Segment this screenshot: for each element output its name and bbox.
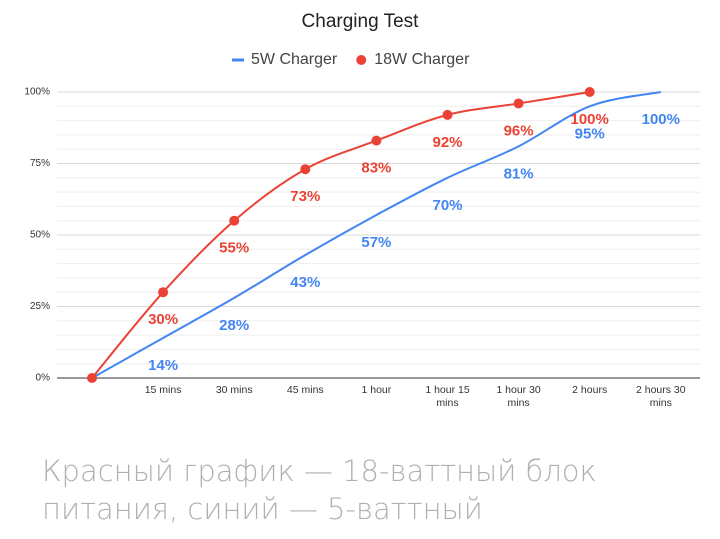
caption: Красный график — 18-ваттный блок питания… bbox=[42, 452, 597, 528]
data-label: 30% bbox=[148, 311, 178, 328]
data-label: 96% bbox=[504, 122, 534, 139]
y-tick-label: 25% bbox=[30, 301, 50, 312]
data-label: 70% bbox=[432, 197, 462, 214]
data-label: 95% bbox=[575, 125, 605, 142]
point bbox=[513, 98, 524, 109]
data-label: 14% bbox=[148, 357, 178, 374]
legend-label: 18W Charger bbox=[374, 51, 470, 68]
x-tick-label: 15 mins bbox=[145, 384, 182, 396]
y-tick-label: 50% bbox=[30, 230, 50, 241]
x-tick-label: 1 hour bbox=[362, 384, 392, 396]
data-label: 81% bbox=[504, 165, 534, 182]
point bbox=[158, 287, 169, 298]
x-tick-label: 30 mins bbox=[216, 384, 253, 396]
data-label: 57% bbox=[361, 234, 391, 251]
point bbox=[371, 135, 382, 146]
x-tick-label: 1 hour 15 mins bbox=[425, 384, 470, 409]
point bbox=[300, 164, 311, 175]
legend-marker bbox=[356, 55, 367, 65]
y-tick-label: 75% bbox=[30, 158, 50, 169]
data-label: 100% bbox=[642, 111, 680, 128]
series-line bbox=[91, 91, 661, 379]
point bbox=[442, 109, 453, 120]
y-tick-label: 0% bbox=[36, 373, 51, 384]
data-label: 55% bbox=[219, 240, 249, 257]
data-label: 92% bbox=[432, 134, 462, 151]
caption-line: питания, синий — 5-ваттный bbox=[42, 492, 483, 526]
data-label: 28% bbox=[219, 317, 249, 334]
x-tick-label: 45 mins bbox=[287, 384, 324, 396]
x-tick-label: 1 hour 30 mins bbox=[496, 384, 541, 409]
chart: Charging Test 0% 25% 50% 75% 100% 15 mins 30 m… bbox=[24, 11, 700, 409]
data-label: 43% bbox=[290, 274, 320, 291]
data-label: 83% bbox=[361, 160, 391, 177]
y-tick-label: 100% bbox=[24, 87, 50, 98]
data-label: 100% bbox=[571, 111, 609, 128]
x-tick-label: 2 hours bbox=[572, 384, 607, 396]
point bbox=[584, 87, 595, 97]
legend-label: 5W Charger bbox=[251, 51, 338, 68]
point bbox=[87, 373, 97, 383]
chart-title: Charging Test bbox=[302, 11, 420, 32]
data-label: 73% bbox=[290, 188, 320, 205]
caption-line: Красный график — 18-ваттный блок bbox=[42, 454, 597, 488]
point bbox=[229, 215, 240, 226]
x-tick-label: 2 hours 30 mins bbox=[636, 384, 686, 409]
